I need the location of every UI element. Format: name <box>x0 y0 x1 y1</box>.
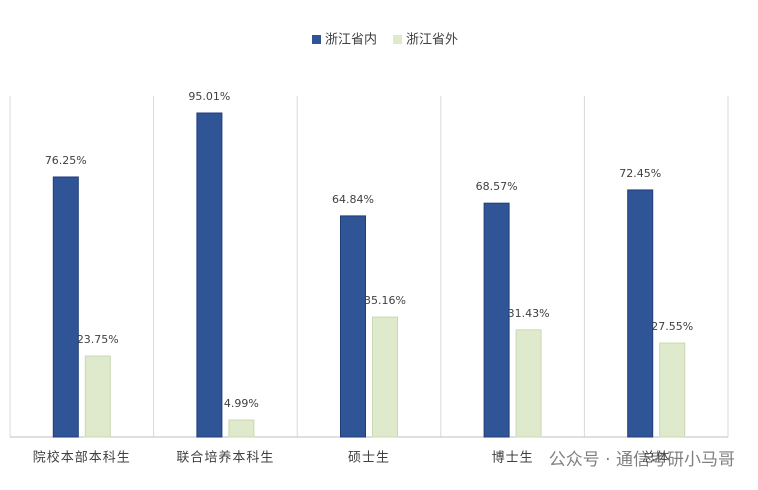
data-label: 23.75% <box>77 333 119 346</box>
legend-swatch <box>312 35 321 44</box>
bar <box>627 189 654 438</box>
bar <box>340 215 366 438</box>
bar <box>196 112 223 438</box>
x-tick-label: 联合培养本科生 <box>176 450 274 466</box>
bar <box>52 176 79 438</box>
watermark: 公众号 · 通信考研小马哥 <box>549 450 735 470</box>
bar <box>515 329 542 438</box>
data-label: 35.16% <box>364 294 406 307</box>
data-label: 4.99% <box>224 397 259 410</box>
data-label: 72.45% <box>619 167 661 180</box>
bar <box>228 419 255 438</box>
data-label: 31.43% <box>508 307 550 320</box>
legend-label: 浙江省外 <box>406 33 458 48</box>
x-tick-label: 硕士生 <box>348 451 390 466</box>
legend-swatch <box>393 35 402 44</box>
data-label: 76.25% <box>45 154 87 167</box>
x-tick-label: 博士生 <box>492 451 534 466</box>
x-tick-label: 总体 <box>642 451 670 466</box>
data-label: 27.55% <box>651 320 693 333</box>
x-tick-label: 院校本部本科生 <box>33 450 131 466</box>
legend-label: 浙江省内 <box>325 32 377 48</box>
bar <box>483 202 510 438</box>
bar <box>84 355 111 438</box>
bar <box>659 342 686 438</box>
bar <box>372 316 398 438</box>
data-label: 68.57% <box>476 180 518 193</box>
data-label: 95.01% <box>188 90 230 103</box>
data-label: 64.84% <box>332 193 374 206</box>
